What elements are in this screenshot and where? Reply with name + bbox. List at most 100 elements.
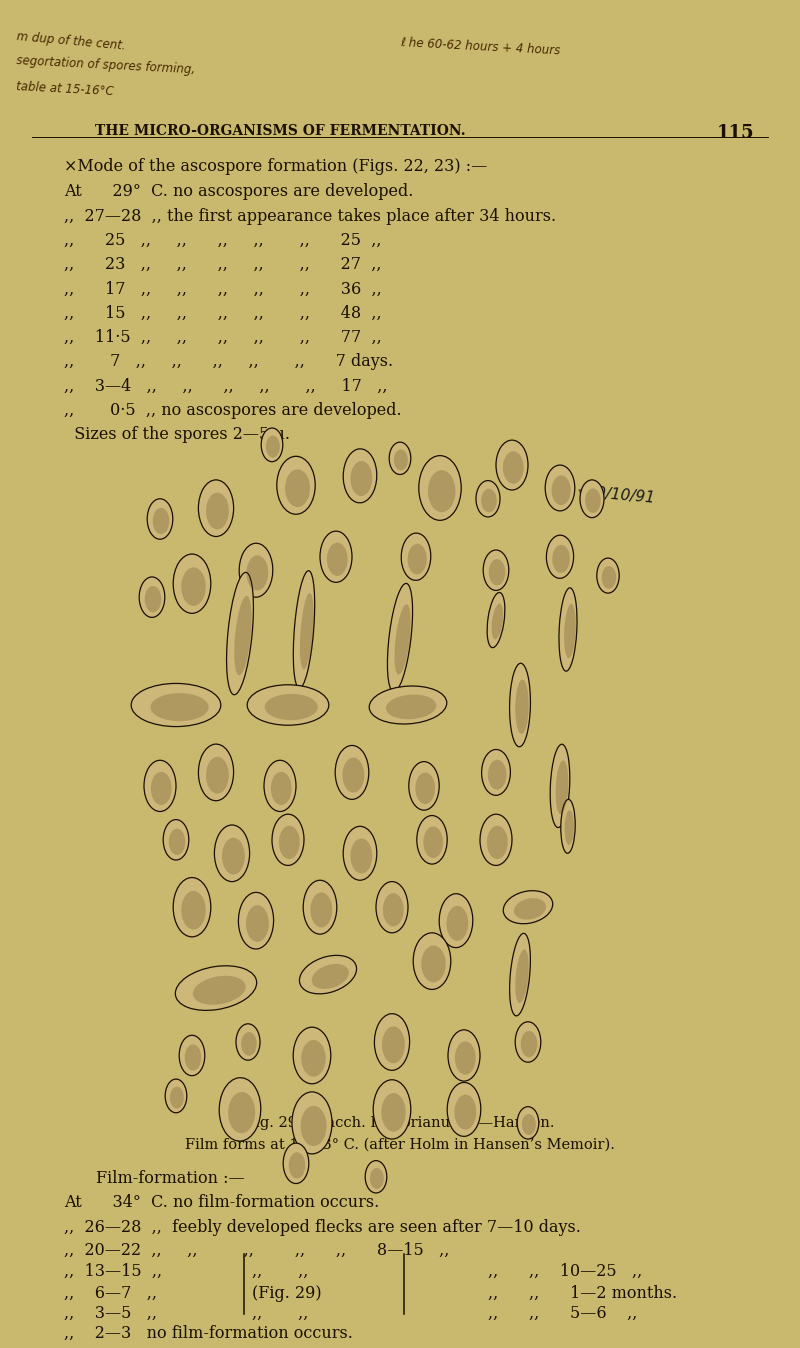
Ellipse shape <box>153 508 170 534</box>
Ellipse shape <box>312 964 349 989</box>
Ellipse shape <box>564 604 576 658</box>
Ellipse shape <box>510 663 530 747</box>
Ellipse shape <box>387 584 413 692</box>
Text: ,,  27—28  ,, the first appearance takes place after 34 hours.: ,, 27—28 ,, the first appearance takes p… <box>64 208 556 225</box>
Text: ×Mode of the ascospore formation (Figs. 22, 23) :—: ×Mode of the ascospore formation (Figs. … <box>64 158 487 175</box>
Ellipse shape <box>476 481 500 516</box>
Ellipse shape <box>365 1161 387 1193</box>
Text: At      34°  C. no film-formation occurs.: At 34° C. no film-formation occurs. <box>64 1194 379 1212</box>
Ellipse shape <box>327 543 348 576</box>
Ellipse shape <box>370 1167 384 1189</box>
Ellipse shape <box>293 1027 331 1084</box>
Ellipse shape <box>428 470 455 512</box>
Text: Fig. 29.—Sacch. Pastorianus II.—Hansen.: Fig. 29.—Sacch. Pastorianus II.—Hansen. <box>246 1116 554 1130</box>
Ellipse shape <box>382 1026 405 1064</box>
Ellipse shape <box>376 882 408 933</box>
Ellipse shape <box>448 1030 480 1081</box>
Ellipse shape <box>556 760 568 814</box>
Text: At      29°  C. no ascospores are developed.: At 29° C. no ascospores are developed. <box>64 183 414 201</box>
Ellipse shape <box>515 679 529 733</box>
Text: ,,      15   ,,     ,,      ,,     ,,       ,,      48  ,,: ,, 15 ,, ,, ,, ,, ,, 48 ,, <box>64 305 382 322</box>
Text: ,,      25   ,,     ,,      ,,     ,,       ,,      25  ,,: ,, 25 ,, ,, ,, ,, ,, 25 ,, <box>64 232 382 249</box>
Text: m dup of the cent.: m dup of the cent. <box>16 30 126 53</box>
Ellipse shape <box>139 577 165 617</box>
Ellipse shape <box>373 1080 411 1139</box>
Ellipse shape <box>565 810 574 845</box>
Ellipse shape <box>510 933 530 1016</box>
Ellipse shape <box>561 799 575 853</box>
Ellipse shape <box>222 837 245 875</box>
Ellipse shape <box>343 449 377 503</box>
Ellipse shape <box>239 543 273 597</box>
Ellipse shape <box>386 694 436 720</box>
Text: ,,    3—5   ,,: ,, 3—5 ,, <box>64 1305 157 1322</box>
Text: √30/10/91: √30/10/91 <box>576 484 655 506</box>
Ellipse shape <box>335 745 369 799</box>
Ellipse shape <box>551 476 571 506</box>
Ellipse shape <box>491 604 503 639</box>
Ellipse shape <box>515 1022 541 1062</box>
Ellipse shape <box>423 826 443 859</box>
Ellipse shape <box>515 949 529 1003</box>
Ellipse shape <box>193 976 246 1004</box>
Ellipse shape <box>407 543 426 574</box>
Text: Sizes of the spores 2—5 μ.: Sizes of the spores 2—5 μ. <box>64 426 290 443</box>
Ellipse shape <box>415 772 435 803</box>
Ellipse shape <box>402 532 430 581</box>
Ellipse shape <box>265 694 318 720</box>
Ellipse shape <box>145 586 162 612</box>
Ellipse shape <box>169 829 186 855</box>
Ellipse shape <box>241 1033 257 1055</box>
Text: ,,      ,,    10—25   ,,: ,, ,, 10—25 ,, <box>488 1263 642 1281</box>
Ellipse shape <box>383 894 404 926</box>
Ellipse shape <box>483 550 509 590</box>
Ellipse shape <box>185 1045 202 1070</box>
Text: ,,       ,,: ,, ,, <box>252 1263 308 1281</box>
Ellipse shape <box>247 685 329 725</box>
Ellipse shape <box>517 1107 538 1139</box>
Ellipse shape <box>350 461 372 496</box>
Ellipse shape <box>585 488 601 512</box>
Text: ,,       7   ,,     ,,      ,,     ,,       ,,      7 days.: ,, 7 ,, ,, ,, ,, ,, 7 days. <box>64 353 393 371</box>
Ellipse shape <box>144 760 176 811</box>
Ellipse shape <box>246 555 268 590</box>
Ellipse shape <box>182 568 206 605</box>
Text: ,,    2—3   no film-formation occurs.: ,, 2—3 no film-formation occurs. <box>64 1325 353 1343</box>
Ellipse shape <box>170 1086 184 1108</box>
Text: ,,  20—22  ,,     ,,         ,,        ,,      ,,      8—15   ,,: ,, 20—22 ,, ,, ,, ,, ,, 8—15 ,, <box>64 1242 450 1259</box>
Ellipse shape <box>419 456 462 520</box>
Text: table at 15-16°C: table at 15-16°C <box>16 80 114 97</box>
Text: ,,      17   ,,     ,,      ,,     ,,       ,,      36  ,,: ,, 17 ,, ,, ,, ,, ,, 36 ,, <box>64 280 382 298</box>
Ellipse shape <box>514 898 546 919</box>
Ellipse shape <box>439 894 473 948</box>
Ellipse shape <box>409 762 439 810</box>
Ellipse shape <box>482 749 510 795</box>
Ellipse shape <box>382 1093 406 1132</box>
Ellipse shape <box>198 480 234 537</box>
Ellipse shape <box>447 1082 481 1136</box>
Ellipse shape <box>422 945 446 983</box>
Ellipse shape <box>151 772 172 805</box>
Ellipse shape <box>301 1105 326 1146</box>
Ellipse shape <box>454 1095 476 1130</box>
Ellipse shape <box>289 1153 306 1178</box>
Ellipse shape <box>271 772 292 805</box>
Ellipse shape <box>228 1092 255 1134</box>
Ellipse shape <box>487 593 505 647</box>
Ellipse shape <box>277 456 315 514</box>
Ellipse shape <box>350 838 372 874</box>
Ellipse shape <box>342 758 364 793</box>
Text: Film-formation :—: Film-formation :— <box>96 1170 245 1188</box>
Ellipse shape <box>310 892 332 927</box>
Ellipse shape <box>299 956 357 993</box>
Ellipse shape <box>481 489 497 512</box>
Text: ,,       0·5  ,, no ascospores are developed.: ,, 0·5 ,, no ascospores are developed. <box>64 402 402 419</box>
Ellipse shape <box>302 1039 326 1077</box>
Text: ,,      ,,      1—2 months.: ,, ,, 1—2 months. <box>488 1285 677 1302</box>
Ellipse shape <box>214 825 250 882</box>
Text: ,,    6—7   ,,: ,, 6—7 ,, <box>64 1285 157 1302</box>
Text: ,,    11·5  ,,     ,,      ,,     ,,       ,,      77  ,,: ,, 11·5 ,, ,, ,, ,, ,, 77 ,, <box>64 329 382 346</box>
Text: ,,  13—15  ,,: ,, 13—15 ,, <box>64 1263 162 1281</box>
Ellipse shape <box>246 905 269 942</box>
Ellipse shape <box>219 1077 261 1142</box>
